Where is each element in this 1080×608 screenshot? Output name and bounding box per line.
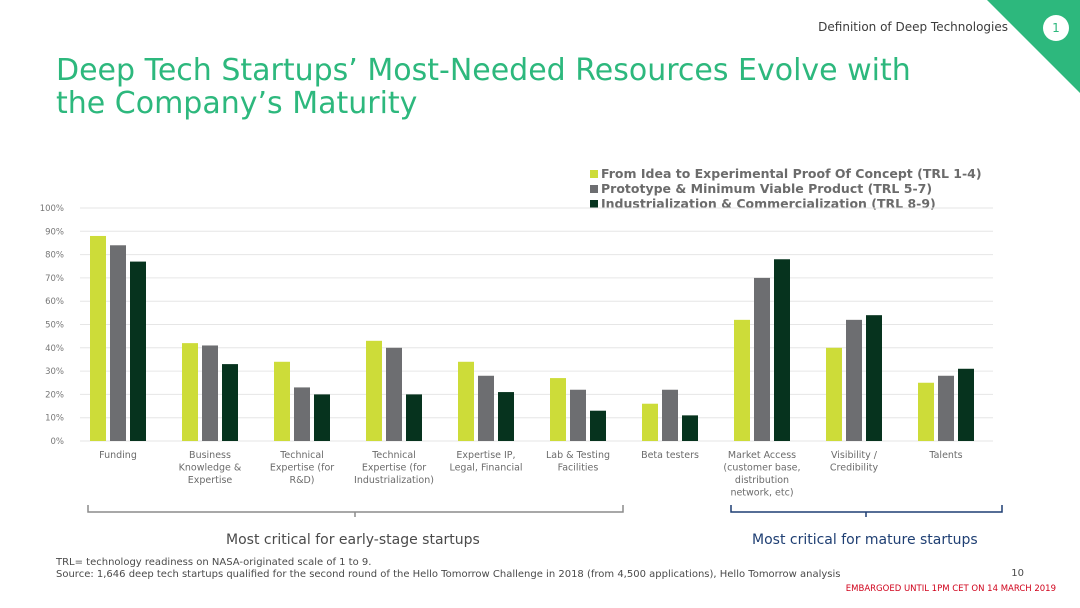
bar	[386, 347, 402, 441]
chart-legend: From Idea to Experimental Proof Of Conce…	[590, 166, 982, 211]
y-tick-label: 100%	[40, 204, 64, 214]
bar	[662, 389, 678, 441]
legend-item-trl-5-7: Prototype & Minimum Viable Product (TRL …	[590, 181, 982, 196]
y-tick-label: 0%	[51, 437, 65, 447]
bar	[570, 389, 586, 441]
y-tick-label: 20%	[45, 390, 64, 400]
bar	[642, 403, 658, 441]
bar	[958, 368, 974, 441]
bar-chart: 0% 10% 20% 30% 40% 50% 60% 70% 80% 90% 100% Funding…	[40, 204, 1003, 517]
bar	[682, 415, 698, 441]
x-category-label: Expertise IP, Legal, Financial	[449, 450, 522, 474]
bar	[550, 378, 566, 441]
legend-swatch-trl-8-9	[590, 200, 598, 208]
bar	[826, 347, 842, 441]
bar	[182, 343, 198, 441]
section-label: Definition of Deep Technologies	[818, 20, 1008, 34]
page-title: Deep Tech Startups’ Most-Needed Resource…	[56, 53, 911, 121]
embargo-notice: EMBARGOED UNTIL 1PM CET ON 14 MARCH 2019	[845, 584, 1056, 594]
bar	[222, 364, 238, 441]
y-tick-label: 30%	[45, 367, 64, 377]
page-number: 10	[1011, 568, 1024, 579]
x-category-label: Business Knowledge & Expertise	[179, 450, 242, 486]
bar	[754, 277, 770, 441]
x-category-label: Technical Expertise (for R&D)	[270, 450, 334, 486]
footnote: TRL= technology readiness on NASA-origin…	[56, 557, 840, 581]
bar	[202, 345, 218, 441]
legend-swatch-trl-5-7	[590, 185, 598, 193]
bar	[90, 235, 106, 441]
x-category-label: Lab & Testing Facilities	[546, 450, 610, 474]
bar	[314, 394, 330, 441]
x-category-label: Technical Expertise (for Industrialization…	[354, 450, 434, 486]
bar	[590, 410, 606, 441]
x-category-label: Visibility / Credibility	[830, 450, 879, 474]
bar	[406, 394, 422, 441]
legend-label-trl-5-7: Prototype & Minimum Viable Product (TRL …	[601, 181, 933, 196]
bar	[774, 259, 790, 441]
bar	[366, 340, 382, 441]
bracket-early	[87, 505, 624, 517]
y-tick-label: 80%	[45, 251, 64, 261]
bracket-mature	[730, 505, 1003, 517]
bar	[478, 375, 494, 441]
x-category-label: Talents	[928, 450, 962, 461]
bar	[110, 245, 126, 441]
bar	[918, 382, 934, 441]
legend-swatch-trl-1-4	[590, 170, 598, 178]
x-category-label: Funding	[99, 450, 137, 461]
footnote-trl: TRL= technology readiness on NASA-origin…	[56, 557, 372, 568]
y-tick-label: 60%	[45, 297, 64, 307]
legend-label-trl-1-4: From Idea to Experimental Proof Of Conce…	[601, 166, 982, 181]
legend-label-trl-8-9: Industrialization & Commercialization (T…	[601, 196, 936, 211]
footnote-source: Source: 1,646 deep tech startups qualifi…	[56, 569, 841, 580]
slide-badge: 1	[1043, 15, 1069, 41]
bar	[294, 387, 310, 441]
y-tick-label: 70%	[45, 274, 64, 284]
bar	[938, 375, 954, 441]
bracket-label-mature: Most critical for mature startups	[752, 532, 978, 548]
bar	[274, 361, 290, 441]
bar	[734, 319, 750, 441]
legend-item-trl-8-9: Industrialization & Commercialization (T…	[590, 196, 982, 211]
legend-item-trl-1-4: From Idea to Experimental Proof Of Conce…	[590, 166, 982, 181]
corner-accent-triangle	[987, 0, 1080, 93]
bar	[846, 319, 862, 441]
bar	[498, 392, 514, 441]
y-tick-label: 90%	[45, 227, 64, 237]
y-tick-label: 40%	[45, 344, 64, 354]
bar	[458, 361, 474, 441]
bar	[130, 261, 146, 441]
y-tick-label: 10%	[45, 414, 64, 424]
bracket-label-early: Most critical for early-stage startups	[226, 532, 480, 548]
bar	[866, 315, 882, 441]
y-tick-label: 50%	[45, 321, 64, 331]
x-category-label: Market Access (customer base, distribution…	[723, 450, 800, 499]
x-category-label: Beta testers	[641, 450, 699, 461]
